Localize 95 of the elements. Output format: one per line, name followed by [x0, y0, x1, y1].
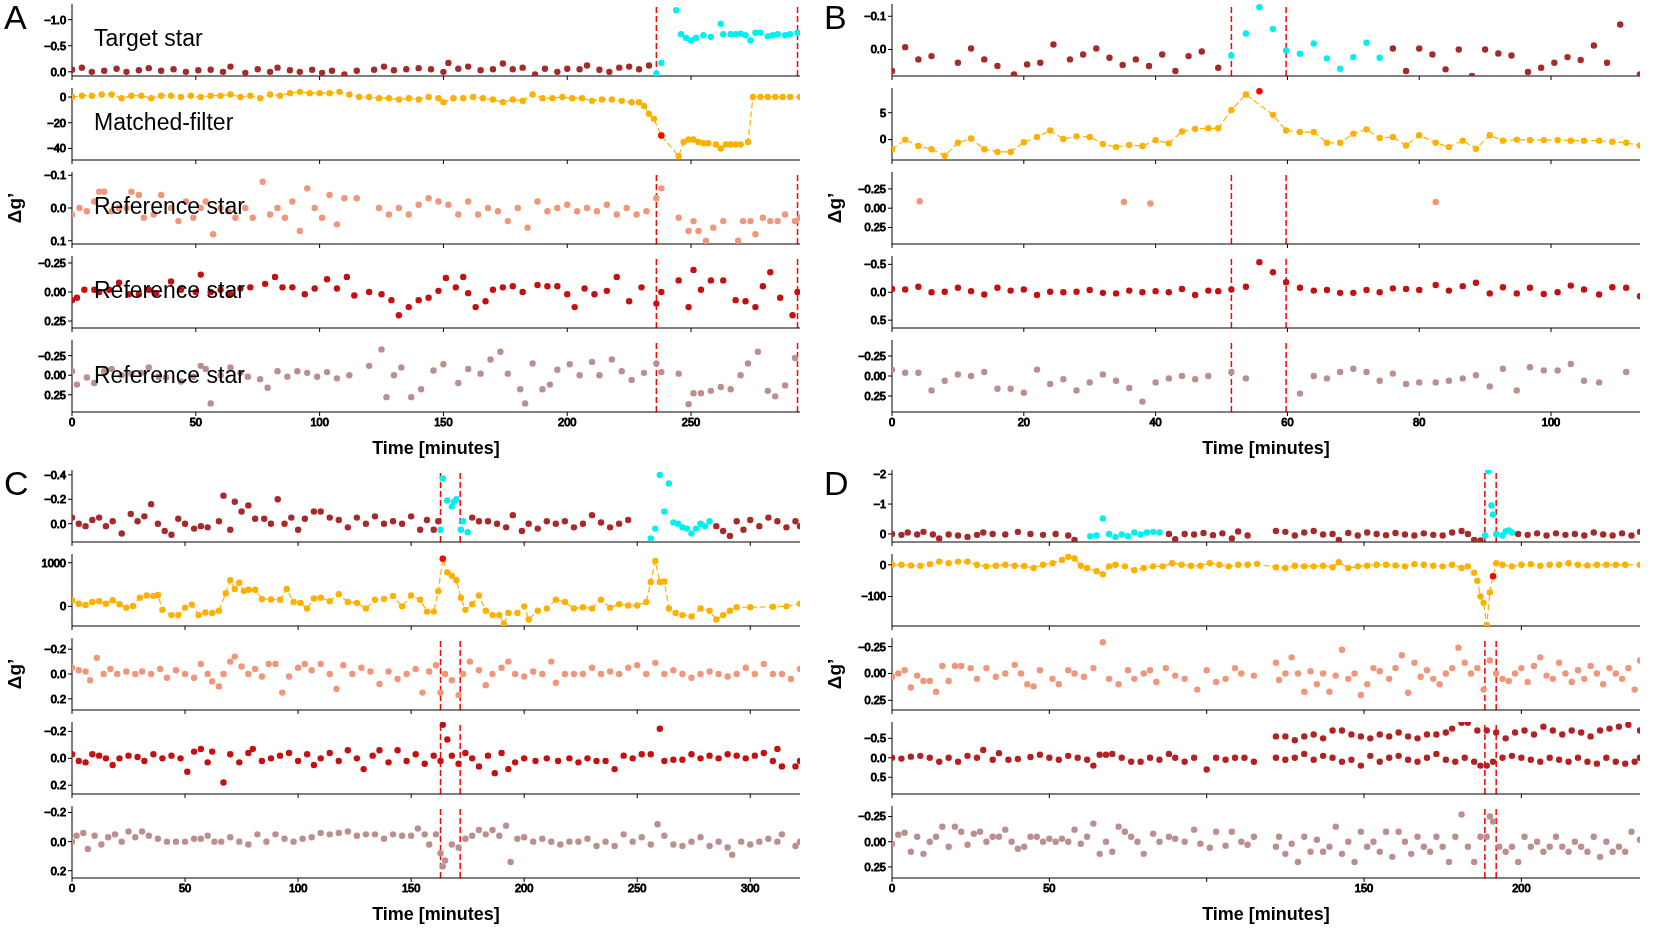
y-tick-label: 0.5 [870, 314, 886, 327]
y-tick-label: 0.00 [44, 285, 66, 298]
y-tick-label: 0.2 [50, 864, 66, 877]
y-axis-title: Δg’ [823, 192, 845, 224]
x-tick-label: 100 [1541, 415, 1561, 428]
y-tick-label: −0.1 [44, 169, 66, 182]
x-tick-label: 200 [514, 881, 534, 894]
y-tick-label: 0.25 [864, 221, 886, 234]
x-axis-title: Time [minutes] [372, 438, 500, 458]
y-tick-label: 0.0 [870, 751, 886, 764]
annotation: Matched-filter [94, 108, 234, 136]
y-tick-label: 0.25 [864, 389, 886, 402]
x-tick-label: 150 [434, 415, 453, 428]
y-tick-label: 0.00 [44, 369, 66, 382]
y-tick-label: 0.25 [44, 388, 66, 401]
y-tick-label: 0.0 [870, 286, 886, 299]
y-tick-label: 0.00 [864, 667, 886, 680]
y-tick-label: 5 [879, 106, 886, 119]
y-tick-label: 0.0 [50, 752, 66, 765]
y-tick-label: 0.25 [44, 314, 66, 327]
y-tick-label: −0.2 [44, 643, 66, 656]
y-tick-label: −0.5 [44, 39, 66, 52]
y-tick-label: 1000 [41, 556, 66, 569]
y-tick-label: 0.0 [870, 43, 886, 56]
y-tick-label: 0 [879, 133, 886, 146]
x-tick-label: 40 [1149, 415, 1162, 428]
y-tick-label: −100 [861, 590, 886, 603]
chart-title: A [4, 0, 27, 37]
x-tick-label: 80 [1413, 415, 1426, 428]
y-tick-label: 0.2 [50, 779, 66, 792]
x-tick-label: 100 [310, 415, 329, 428]
y-tick-label: 0.0 [50, 667, 66, 680]
x-tick-label: 250 [681, 415, 701, 428]
x-tick-label: 60 [1281, 415, 1294, 428]
y-tick-label: −40 [47, 142, 66, 155]
y-tick-label: −0.2 [44, 493, 66, 506]
y-tick-label: −1.0 [44, 13, 66, 26]
y-tick-label: 0.0 [50, 835, 66, 848]
y-tick-label: 0.0 [50, 517, 66, 530]
x-axis-title: Time [minutes] [372, 904, 500, 924]
y-tick-label: −2 [873, 468, 886, 481]
y-tick-label: 0.00 [864, 369, 886, 382]
y-tick-label: −0.5 [864, 258, 886, 271]
y-tick-label: 0 [59, 90, 66, 103]
y-tick-label: −0.25 [858, 810, 886, 823]
x-tick-label: 50 [1043, 881, 1056, 894]
y-tick-label: 0.25 [864, 694, 886, 707]
annotation: Reference star [94, 361, 245, 389]
x-tick-label: 50 [178, 881, 192, 894]
y-tick-label: −0.25 [858, 640, 886, 653]
y-tick-label: 0.1 [50, 234, 66, 247]
x-tick-label: 250 [628, 881, 647, 894]
x-tick-label: 300 [741, 881, 760, 894]
chart-title: D [824, 464, 849, 503]
chart-title: C [4, 464, 29, 503]
x-tick-label: 20 [1017, 415, 1030, 428]
y-tick-label: −20 [47, 116, 66, 129]
x-tick-label: 0 [68, 415, 76, 428]
y-tick-label: −0.2 [44, 806, 66, 819]
x-axis-title: Time [minutes] [1202, 904, 1330, 924]
y-axis-title: Δg’ [823, 658, 845, 690]
y-axis-title: Δg’ [3, 658, 25, 690]
x-tick-label: 0 [888, 881, 896, 894]
y-tick-label: −0.2 [44, 725, 66, 738]
y-axis-title: Δg’ [3, 192, 25, 224]
x-tick-label: 200 [558, 415, 577, 428]
y-tick-label: 0.00 [864, 202, 886, 215]
y-tick-label: 0 [879, 558, 886, 571]
y-tick-label: 0.00 [864, 835, 886, 848]
y-tick-label: 0 [879, 527, 886, 540]
y-tick-label: −0.25 [858, 349, 886, 362]
x-tick-label: 0 [888, 415, 896, 428]
x-tick-label: 50 [189, 415, 202, 428]
y-tick-label: −0.1 [864, 10, 886, 23]
y-tick-label: 0.25 [864, 860, 886, 873]
x-tick-label: 200 [1512, 881, 1531, 894]
y-tick-label: −0.4 [44, 468, 66, 481]
y-tick-label: 0.5 [870, 771, 886, 784]
y-tick-label: −1 [873, 497, 886, 510]
x-tick-label: 100 [288, 881, 308, 894]
x-tick-label: 150 [1354, 881, 1374, 894]
annotation: Reference star [94, 192, 245, 220]
y-tick-label: 0 [59, 600, 66, 613]
y-tick-label: 0.0 [50, 65, 66, 78]
chart-title: B [824, 0, 847, 37]
x-tick-label: 0 [68, 881, 76, 894]
x-axis-title: Time [minutes] [1202, 438, 1330, 458]
y-tick-label: 0.0 [50, 201, 66, 214]
x-tick-label: 150 [401, 881, 421, 894]
y-tick-label: 0.2 [50, 692, 66, 705]
y-tick-label: −0.5 [864, 732, 886, 745]
annotation: Target star [94, 24, 203, 52]
y-tick-label: −0.25 [38, 256, 66, 269]
y-tick-label: −0.25 [858, 182, 886, 195]
y-tick-label: −0.25 [38, 349, 66, 362]
